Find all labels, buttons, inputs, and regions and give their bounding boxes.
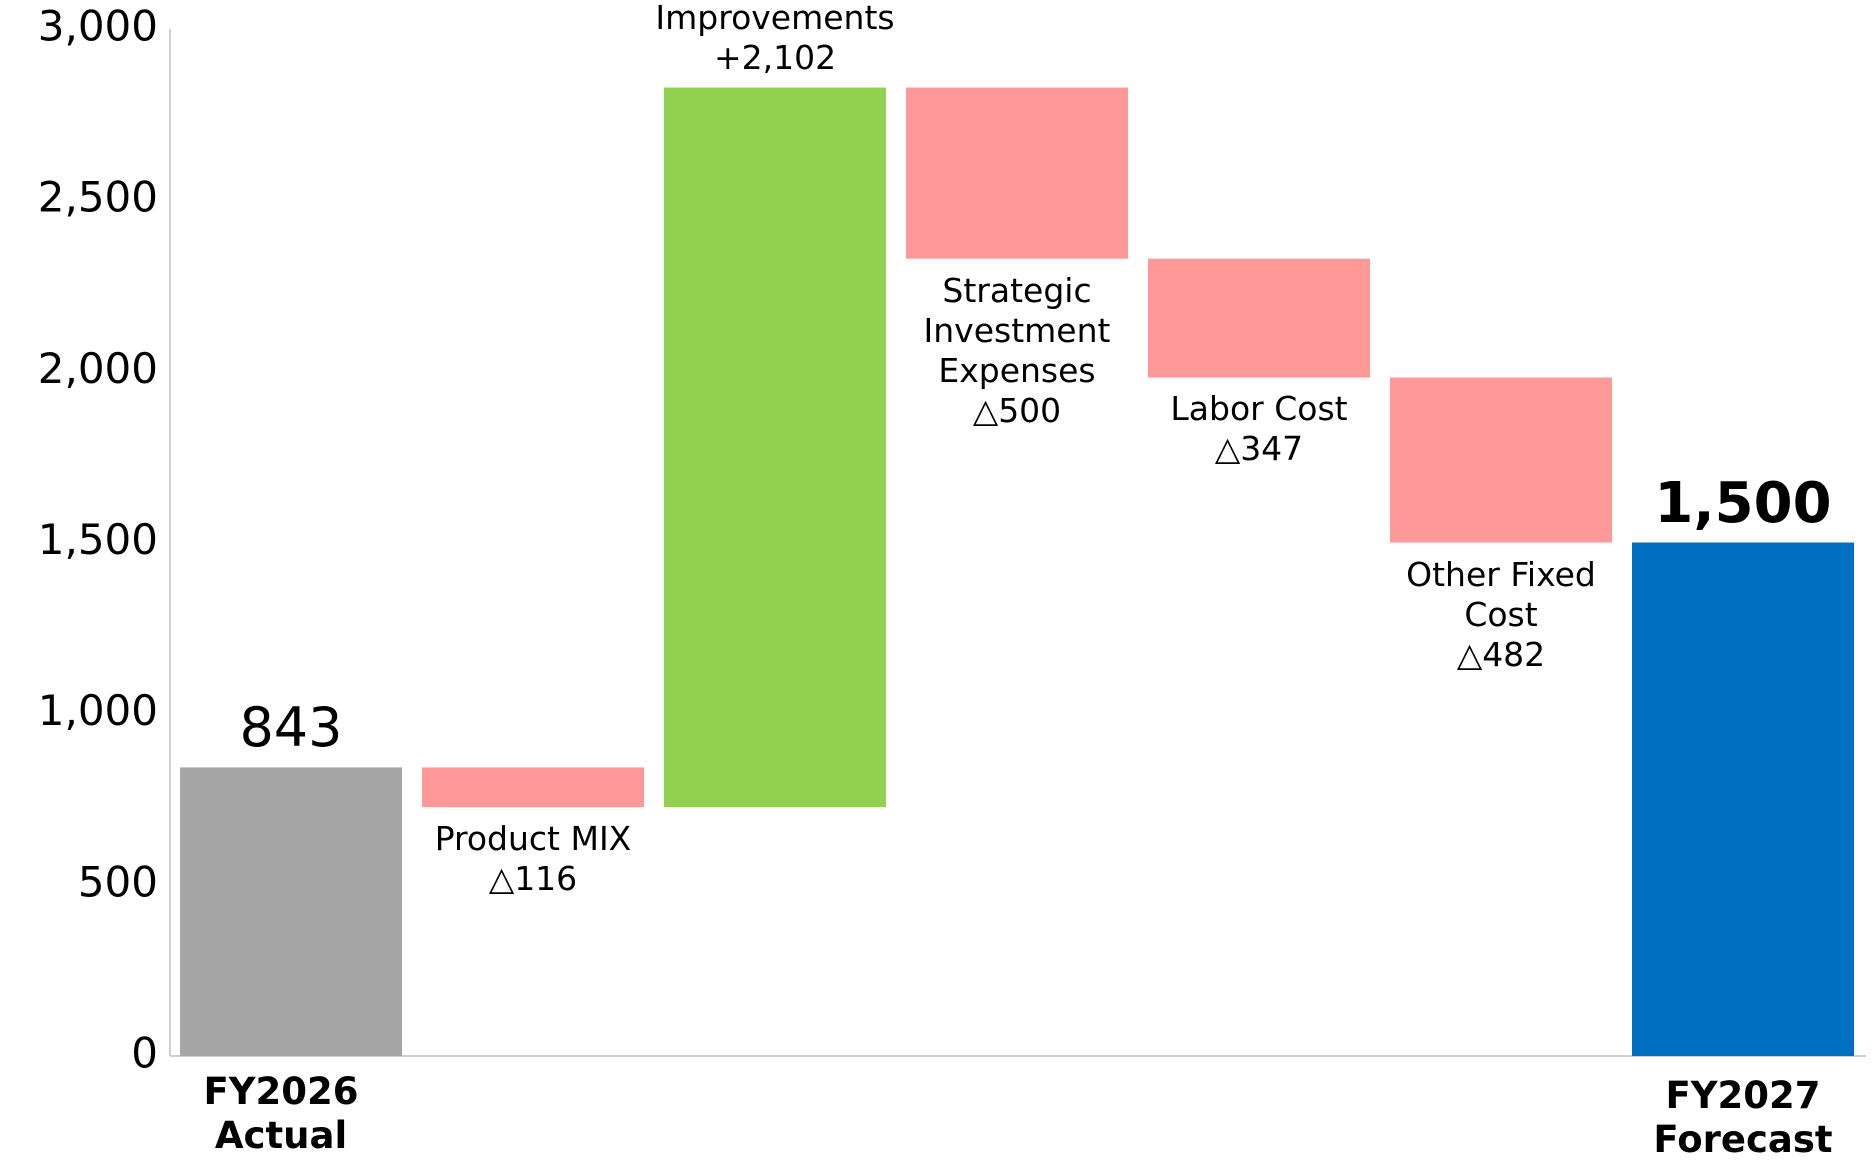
value-label: △500 xyxy=(972,390,1062,430)
x-tick-label: FY2027 Forecast xyxy=(1653,1074,1833,1161)
y-tick-label: 0 xyxy=(131,1029,158,1078)
bar xyxy=(1390,377,1612,543)
bar xyxy=(1148,258,1370,378)
x-tick-label: FY2026 Actual xyxy=(203,1070,359,1157)
bar-annotation: Strategic Investment Expenses △500 xyxy=(887,271,1147,431)
value-label: 1,500 xyxy=(1654,470,1832,536)
y-tick-label: 1,000 xyxy=(38,686,158,735)
value-label: △116 xyxy=(488,859,578,899)
bar-annotation: Product MIX △116 xyxy=(403,819,663,899)
value-label: △482 xyxy=(1456,634,1546,674)
y-tick-label: 2,000 xyxy=(38,344,158,393)
bar xyxy=(906,87,1128,259)
bar xyxy=(1632,542,1854,1056)
y-tick-label: 500 xyxy=(78,857,158,906)
category-label: Labor Cost xyxy=(1170,389,1348,429)
category-label: Other Fixed Cost xyxy=(1406,554,1596,634)
bar-annotation: Labor Cost △347 xyxy=(1129,389,1389,469)
value-label: △347 xyxy=(1214,429,1304,469)
bar-annotation: Other Fixed Cost △482 xyxy=(1371,555,1631,675)
value-label: 843 xyxy=(239,696,343,760)
bar xyxy=(180,767,402,1056)
y-tick-label: 2,500 xyxy=(38,173,158,222)
category-label: Product MIX xyxy=(434,819,632,859)
category-label: Improvements xyxy=(655,0,895,37)
y-tick-label: 3,000 xyxy=(38,2,158,51)
bar xyxy=(664,87,886,808)
bar-annotation: Improvements +2,102 xyxy=(645,0,905,78)
value-label: +2,102 xyxy=(713,37,837,77)
y-tick-label: 1,500 xyxy=(38,515,158,564)
category-label: Strategic Investment Expenses xyxy=(923,270,1111,390)
bar xyxy=(422,767,644,808)
